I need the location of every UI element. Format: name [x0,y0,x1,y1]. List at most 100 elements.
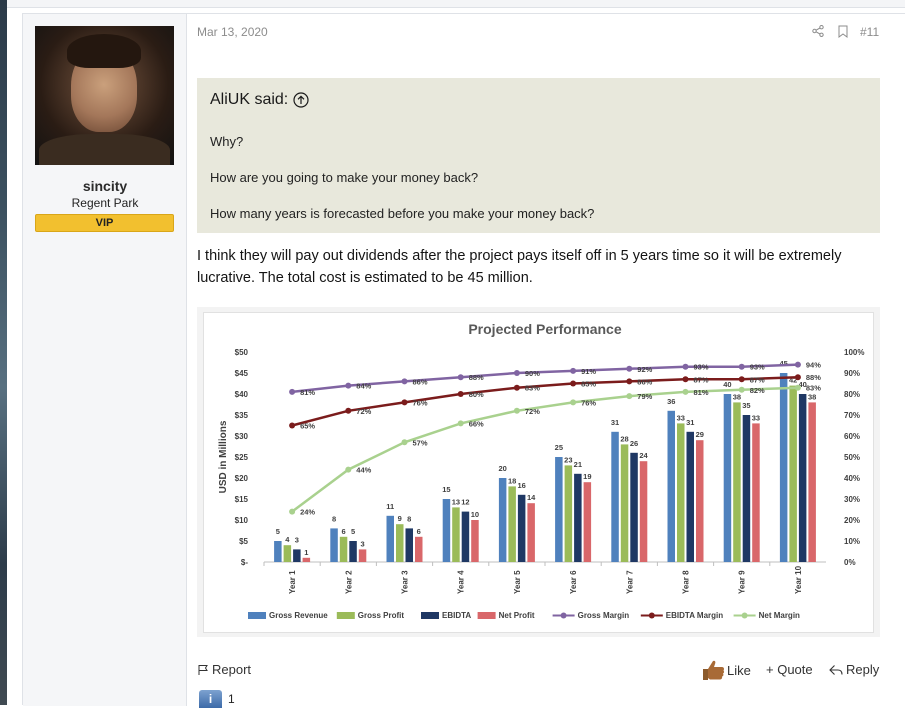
line-data-label: 79% [637,392,652,401]
y-tick-label: $30 [235,432,249,441]
line-data-label: 76% [581,398,596,407]
bar [508,486,516,562]
y-tick-label: $40 [235,390,249,399]
line-data-label: 86% [413,377,428,386]
post-date[interactable]: Mar 13, 2020 [197,25,268,39]
line-data-label: 72% [525,407,540,416]
line-data-label: 24% [300,508,315,517]
bar-data-label: 8 [407,514,411,523]
line-data-label: 84% [356,382,371,391]
reaction-count: 1 [228,692,235,706]
like-label: Like [727,662,751,678]
y2-tick-label: 0% [844,558,856,567]
reply-label: Reply [846,662,880,677]
line-point [738,363,745,370]
reply-button[interactable]: Reply [829,662,879,677]
y-tick-label: $35 [235,411,249,420]
bar [471,520,479,562]
quote-author-label: AliUK said: [210,91,289,108]
bar-data-label: 40 [723,380,731,389]
line-data-label: 66% [469,419,484,428]
y-tick-label: $25 [235,453,249,462]
x-tick-label: Year 7 [625,570,634,594]
line-data-label: 57% [413,438,428,447]
line-point [738,376,745,383]
bar-data-label: 18 [508,476,516,485]
previous-post-edge [7,0,905,8]
line-point [401,399,408,406]
bar [339,536,348,562]
post-number-link[interactable]: #11 [860,25,880,39]
line-point [738,386,745,393]
user-info-column: sincity Regent Park VIP [23,14,187,706]
y-tick-label: $50 [235,348,249,357]
bar [583,482,592,562]
legend-label: Net Profit [499,611,535,620]
desktop-background [0,0,7,705]
chart-image-frame[interactable]: Projected Performance USD in Millions $- $5… [197,307,880,637]
bar [742,415,751,562]
reactions-bar[interactable]: i 1 [199,690,235,708]
bar [611,431,619,562]
bar [733,402,741,562]
reply-arrow-icon [829,664,843,675]
line-data-label: 91% [581,367,596,376]
bar-data-label: 15 [442,485,450,494]
line-point [682,363,689,370]
bar [574,473,582,562]
bar-data-label: 36 [667,397,675,406]
bar [789,385,797,562]
like-button[interactable]: Like [701,659,751,681]
bar [667,410,675,562]
bar [293,549,301,562]
y-axis-label: USD in Millions [218,420,229,493]
y-tick-label: $10 [235,516,249,525]
flag-icon [198,664,208,675]
share-icon[interactable] [812,25,824,37]
x-tick-label: Year 2 [344,570,353,594]
post-main: Mar 13, 2020 #11 AliUK said: Why? How ar… [187,14,905,708]
bar-data-label: 28 [620,434,628,443]
series-line [291,363,798,394]
line-data-label: 65% [300,422,315,431]
legend-swatch [421,612,439,619]
bar-data-label: 26 [630,439,638,448]
username-link[interactable]: sincity [82,178,128,194]
x-tick-label: Year 9 [738,570,747,594]
x-tick-label: Year 4 [457,570,466,594]
x-tick-label: Year 3 [401,570,410,594]
bar [405,528,413,562]
line-data-label: 80% [469,390,484,399]
arrow-up-circle-icon[interactable] [293,92,309,108]
legend-label: Gross Margin [578,611,630,620]
projected-performance-chart: Projected Performance USD in Millions $- $5… [218,321,864,620]
y2-tick-label: 70% [844,411,860,420]
report-label: Report [212,662,252,677]
bar [349,541,357,562]
avatar[interactable] [35,26,174,165]
report-button[interactable]: Report [197,662,251,677]
line-data-label: 81% [300,388,315,397]
bar-data-label: 33 [677,413,685,422]
bar-data-label: 21 [574,460,582,469]
bar [386,515,394,562]
line-point [513,384,520,391]
line-data-label: 93% [694,363,709,372]
bar-data-label: 6 [417,527,421,536]
bar [452,507,460,562]
bar-data-label: 45 [779,359,787,368]
line-point [457,374,464,381]
line-point [401,378,408,385]
bar-data-label: 3 [360,539,364,548]
bar-data-label: 38 [733,392,741,401]
quote-author[interactable]: AliUK said: [210,91,309,109]
bar [564,465,573,562]
bar-data-label: 14 [527,493,536,502]
bar [274,541,282,562]
bar [808,402,816,562]
bar-data-label: 6 [341,527,345,536]
line-point [345,466,352,473]
quote-button[interactable]: + Quote [766,662,813,677]
bookmark-icon[interactable] [838,25,848,38]
chart-title: Projected Performance [468,321,621,337]
